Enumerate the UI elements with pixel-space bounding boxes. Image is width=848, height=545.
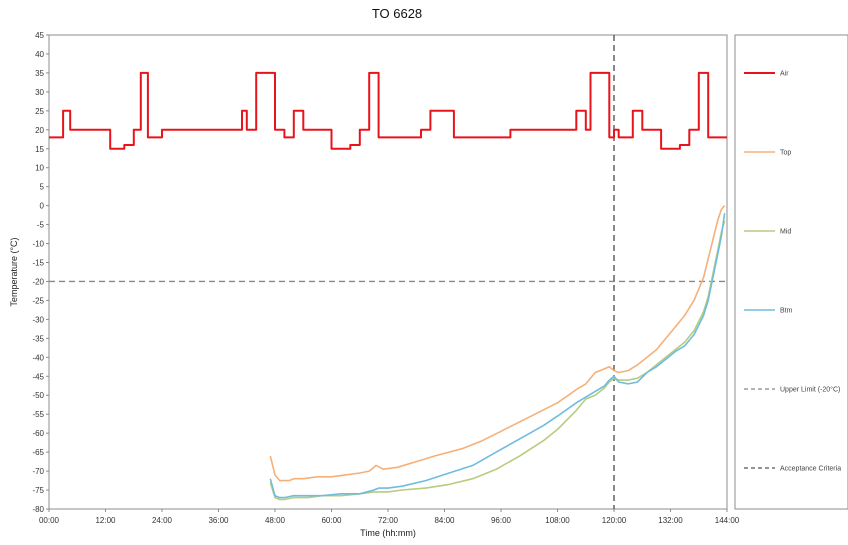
x-tick-label: 84:00	[434, 516, 455, 525]
x-tick-label: 60:00	[321, 516, 342, 525]
legend-label: Air	[780, 71, 789, 78]
reference-lines	[49, 35, 727, 509]
plot-area	[48, 34, 728, 510]
legend-label: Btm	[780, 308, 793, 315]
x-tick-label: 24:00	[152, 516, 173, 525]
y-tick-label: -40	[32, 353, 44, 362]
y-tick-label: 40	[35, 50, 44, 59]
y-tick-label: -65	[32, 448, 44, 457]
y-tick-label: -80	[32, 505, 44, 514]
y-tick-label: -30	[32, 315, 44, 324]
y-axis-title: Temperature (°C)	[9, 237, 19, 306]
y-tick-label: 30	[35, 88, 44, 97]
y-tick-label: -45	[32, 372, 44, 381]
y-tick-label: -35	[32, 334, 44, 343]
series-line-air	[49, 71, 727, 150]
y-tick-label: -60	[32, 429, 44, 438]
legend-label: Upper Limit (-20°C)	[780, 386, 840, 394]
series-lines	[49, 71, 727, 501]
x-tick-label: 144:00	[715, 516, 740, 525]
y-tick-label: 35	[35, 69, 44, 78]
legend-box	[734, 34, 848, 510]
y-axis: 45 40 35 30 25 20 15 10 5 0 -5 -10 -15 -20 -25 -30 -35 -4…	[32, 31, 49, 514]
y-tick-label: -20	[32, 277, 44, 286]
y-tick-label: -70	[32, 467, 44, 476]
y-tick-label: 20	[35, 126, 44, 135]
y-tick-label: -5	[37, 221, 45, 230]
x-tick-label: 48:00	[265, 516, 286, 525]
x-tick-label: 96:00	[491, 516, 512, 525]
legend-label: Top	[780, 150, 791, 157]
y-tick-label: 25	[35, 107, 44, 116]
series-line-btm	[269, 213, 726, 499]
x-tick-label: 12:00	[95, 516, 116, 525]
series-line-top	[269, 205, 726, 482]
y-tick-label: -15	[32, 259, 44, 268]
x-tick-label: 72:00	[378, 516, 399, 525]
series-line-mid	[269, 220, 726, 501]
legend-label: Mid	[780, 229, 791, 236]
y-tick-label: 10	[35, 164, 44, 173]
x-tick-label: 00:00	[39, 516, 60, 525]
y-tick-label: 5	[40, 183, 45, 192]
x-tick-label: 36:00	[208, 516, 229, 525]
y-tick-label: 45	[35, 31, 44, 40]
y-tick-label: -75	[32, 486, 44, 495]
legend-label: Acceptance Criteria	[780, 466, 841, 473]
y-tick-label: -55	[32, 410, 44, 419]
x-axis: 00:00 12:00 24:00 36:00 48:00 60:00 72:00 84:00…	[39, 509, 740, 525]
y-tick-label: 0	[40, 202, 45, 211]
y-tick-label: -25	[32, 296, 44, 305]
chart-title: TO 6628	[372, 6, 422, 21]
y-tick-label: -50	[32, 391, 44, 400]
y-tick-label: -10	[32, 240, 44, 249]
x-tick-label: 132:00	[658, 516, 683, 525]
legend: Air Top Mid Btm Upper Limit (-20°C) Acceptanc…	[744, 71, 841, 473]
x-tick-label: 108:00	[545, 516, 570, 525]
x-tick-label: 120:00	[602, 516, 627, 525]
y-tick-label: 15	[35, 145, 44, 154]
x-axis-title: Time (hh:mm)	[360, 528, 416, 538]
